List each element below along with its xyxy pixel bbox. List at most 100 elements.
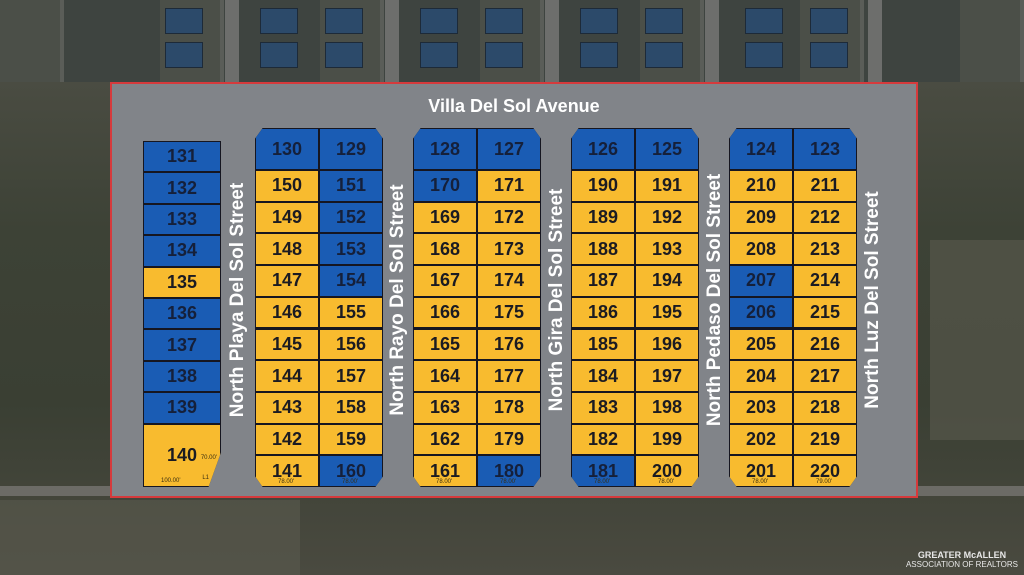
lot-208[interactable]: 208 <box>729 233 793 266</box>
lot-162[interactable]: 162 <box>413 423 477 456</box>
lot-163[interactable]: 163 <box>413 391 477 424</box>
lot-211[interactable]: 211 <box>793 170 857 202</box>
lot-131[interactable]: 131 <box>143 141 221 173</box>
lot-150[interactable]: 150 <box>255 170 319 202</box>
lot-214[interactable]: 214 <box>793 265 857 297</box>
lot-177[interactable]: 177 <box>477 360 541 392</box>
lot-129[interactable]: 129 <box>319 128 383 170</box>
lot-193[interactable]: 193 <box>635 233 699 266</box>
lot-153[interactable]: 153 <box>319 233 383 266</box>
lot-152[interactable]: 152 <box>319 201 383 234</box>
lot-158[interactable]: 158 <box>319 391 383 424</box>
lot-126[interactable]: 126 <box>571 128 635 170</box>
lot-209[interactable]: 209 <box>729 201 793 234</box>
lot-173[interactable]: 173 <box>477 233 541 266</box>
lot-180[interactable]: 180 78.00' <box>477 455 541 487</box>
lot-144[interactable]: 144 <box>255 360 319 392</box>
lot-182[interactable]: 182 <box>571 423 635 456</box>
lot-183[interactable]: 183 <box>571 391 635 424</box>
lot-155[interactable]: 155 <box>319 296 383 329</box>
lot-199[interactable]: 199 <box>635 423 699 456</box>
lot-215[interactable]: 215 <box>793 296 857 329</box>
lot-219[interactable]: 219 <box>793 423 857 456</box>
lot-145[interactable]: 145 <box>255 328 319 361</box>
lot-210[interactable]: 210 <box>729 170 793 202</box>
lot-205[interactable]: 205 <box>729 328 793 361</box>
lot-157[interactable]: 157 <box>319 360 383 392</box>
lot-206[interactable]: 206 <box>729 296 793 329</box>
lot-156[interactable]: 156 <box>319 328 383 361</box>
lot-142[interactable]: 142 <box>255 423 319 456</box>
lot-197[interactable]: 197 <box>635 360 699 392</box>
lot-202[interactable]: 202 <box>729 423 793 456</box>
lot-168[interactable]: 168 <box>413 233 477 266</box>
lot-130[interactable]: 130 <box>255 128 319 170</box>
lot-207[interactable]: 207 <box>729 265 793 297</box>
lot-192[interactable]: 192 <box>635 201 699 234</box>
lot-133[interactable]: 133 <box>143 203 221 236</box>
lot-139[interactable]: 139 <box>143 392 221 424</box>
lot-194[interactable]: 194 <box>635 265 699 297</box>
lot-123[interactable]: 123 <box>793 128 857 170</box>
lot-135[interactable]: 135 <box>143 266 221 298</box>
lot-191[interactable]: 191 <box>635 170 699 202</box>
lot-124[interactable]: 124 <box>729 128 793 170</box>
lot-181[interactable]: 181 78.00' <box>571 455 635 487</box>
lot-176[interactable]: 176 <box>477 328 541 361</box>
lot-165[interactable]: 165 <box>413 328 477 361</box>
lot-138[interactable]: 138 <box>143 360 221 393</box>
lot-195[interactable]: 195 <box>635 296 699 329</box>
lot-170[interactable]: 170 <box>413 170 477 202</box>
lot-186[interactable]: 186 <box>571 296 635 329</box>
lot-146[interactable]: 146 <box>255 296 319 329</box>
lot-198[interactable]: 198 <box>635 391 699 424</box>
lot-159[interactable]: 159 <box>319 423 383 456</box>
lot-171[interactable]: 171 <box>477 170 541 202</box>
aerial-house <box>420 8 458 34</box>
lot-174[interactable]: 174 <box>477 265 541 297</box>
lot-125[interactable]: 125 <box>635 128 699 170</box>
lot-166[interactable]: 166 <box>413 296 477 329</box>
lot-201[interactable]: 201 78.00' <box>729 455 793 487</box>
lot-number: 149 <box>271 207 303 228</box>
lot-140[interactable]: 140 <box>143 423 221 487</box>
lot-204[interactable]: 204 <box>729 360 793 392</box>
lot-164[interactable]: 164 <box>413 360 477 392</box>
lot-128[interactable]: 128 <box>413 128 477 170</box>
lot-169[interactable]: 169 <box>413 201 477 234</box>
lot-187[interactable]: 187 <box>571 265 635 297</box>
lot-167[interactable]: 167 <box>413 265 477 297</box>
lot-137[interactable]: 137 <box>143 329 221 361</box>
lot-151[interactable]: 151 <box>319 170 383 202</box>
lot-220[interactable]: 220 79.00' <box>793 455 857 487</box>
lot-203[interactable]: 203 <box>729 391 793 424</box>
lot-175[interactable]: 175 <box>477 296 541 329</box>
lot-134[interactable]: 134 <box>143 235 221 267</box>
lot-185[interactable]: 185 <box>571 328 635 361</box>
lot-149[interactable]: 149 <box>255 201 319 234</box>
lot-212[interactable]: 212 <box>793 201 857 234</box>
lot-148[interactable]: 148 <box>255 233 319 266</box>
lot-200[interactable]: 200 78.00' <box>635 455 699 487</box>
lot-178[interactable]: 178 <box>477 391 541 424</box>
lot-213[interactable]: 213 <box>793 233 857 266</box>
lot-154[interactable]: 154 <box>319 265 383 297</box>
lot-189[interactable]: 189 <box>571 201 635 234</box>
lot-172[interactable]: 172 <box>477 201 541 234</box>
lot-179[interactable]: 179 <box>477 423 541 456</box>
lot-216[interactable]: 216 <box>793 328 857 361</box>
lot-217[interactable]: 217 <box>793 360 857 392</box>
lot-160[interactable]: 160 78.00' <box>319 455 383 487</box>
lot-190[interactable]: 190 <box>571 170 635 202</box>
lot-136[interactable]: 136 <box>143 298 221 330</box>
lot-218[interactable]: 218 <box>793 391 857 424</box>
lot-127[interactable]: 127 <box>477 128 541 170</box>
lot-184[interactable]: 184 <box>571 360 635 392</box>
lot-143[interactable]: 143 <box>255 391 319 424</box>
lot-196[interactable]: 196 <box>635 328 699 361</box>
lot-141[interactable]: 141 78.00' <box>255 455 319 487</box>
lot-188[interactable]: 188 <box>571 233 635 266</box>
lot-132[interactable]: 132 <box>143 172 221 204</box>
lot-161[interactable]: 161 78.00' <box>413 455 477 487</box>
lot-147[interactable]: 147 <box>255 265 319 297</box>
